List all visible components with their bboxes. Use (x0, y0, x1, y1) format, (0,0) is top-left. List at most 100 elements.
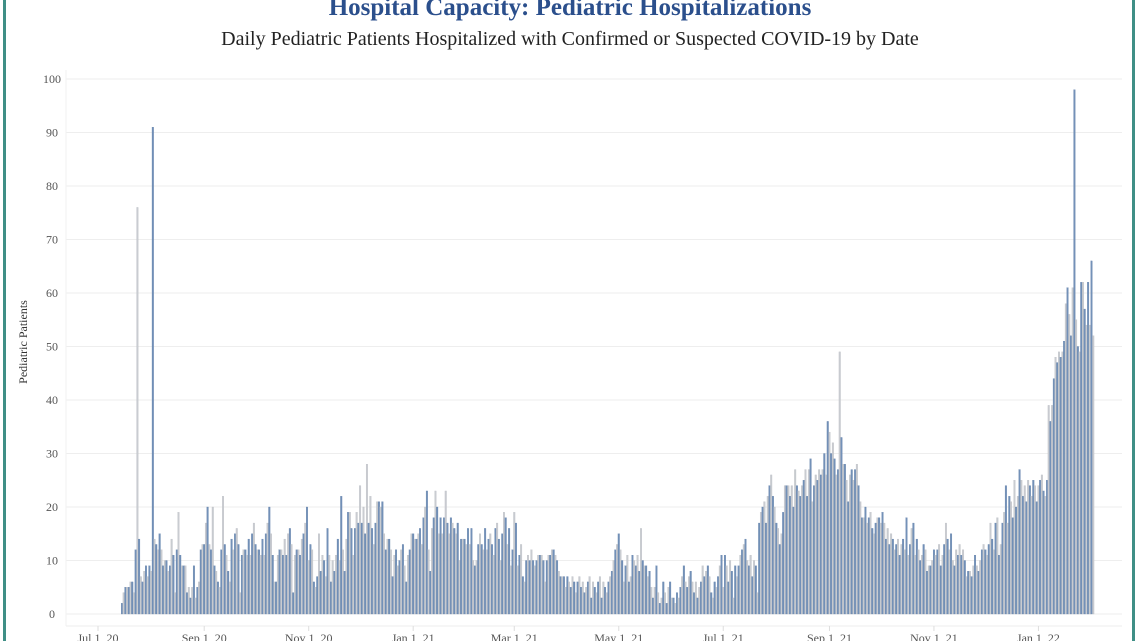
bar (766, 496, 769, 615)
bar (746, 560, 749, 615)
bar (891, 538, 894, 615)
bar (876, 517, 879, 615)
bar (391, 576, 394, 615)
bar (492, 555, 495, 615)
bar (855, 464, 858, 615)
bar (186, 592, 189, 615)
bar (138, 538, 141, 615)
bar (648, 571, 651, 615)
bar (131, 581, 134, 615)
bar (1070, 335, 1072, 615)
bar (682, 565, 685, 615)
bar (340, 496, 343, 615)
bar (881, 512, 884, 615)
bar (970, 576, 973, 615)
bar (1030, 496, 1033, 615)
bar (919, 560, 922, 615)
bar (862, 517, 865, 615)
bar (823, 453, 826, 615)
bar (747, 565, 750, 615)
bar (453, 528, 456, 615)
bar (424, 506, 427, 615)
bar (369, 496, 372, 615)
bar (607, 581, 610, 615)
bar (503, 512, 505, 615)
bar (578, 576, 581, 615)
bar (843, 464, 846, 615)
bar (148, 565, 151, 615)
bar (175, 549, 178, 615)
bar (446, 522, 449, 615)
bar (527, 555, 529, 615)
bar (365, 464, 368, 615)
bar (124, 587, 127, 615)
y-tick-label: 60 (46, 286, 58, 300)
y-tick-label: 70 (46, 233, 58, 247)
bar (180, 565, 183, 615)
bar (754, 565, 757, 615)
bar (956, 555, 959, 615)
bar (479, 533, 481, 615)
bar (461, 538, 464, 615)
bar (436, 506, 439, 615)
bar (179, 555, 182, 615)
bar (950, 533, 953, 615)
bar (804, 469, 807, 615)
bar (790, 485, 793, 615)
bar (660, 597, 663, 615)
bar (374, 522, 377, 615)
bar (549, 555, 552, 615)
bar (362, 506, 365, 615)
bar (742, 544, 745, 615)
bar (634, 565, 637, 615)
bar (809, 458, 812, 615)
bar (170, 538, 173, 615)
bar (143, 571, 146, 615)
bar (794, 469, 797, 615)
bar (965, 576, 968, 615)
bar (280, 549, 283, 615)
bar (323, 560, 326, 615)
bar (521, 576, 524, 615)
bar (515, 522, 517, 615)
bar (189, 597, 192, 615)
bar (831, 442, 834, 615)
bar (191, 587, 194, 615)
bar (133, 592, 135, 615)
bar (948, 549, 951, 615)
bar (676, 592, 678, 615)
bar (386, 538, 389, 615)
bar (670, 597, 673, 615)
x-tick-label: Jan 1, 21 (392, 631, 435, 641)
bar (739, 555, 742, 615)
bar (252, 522, 255, 615)
bar (460, 538, 463, 615)
bar (419, 528, 421, 615)
bar (376, 501, 379, 615)
bar (535, 560, 538, 615)
bar (304, 522, 307, 615)
bar (261, 538, 264, 615)
bar (732, 597, 735, 615)
bar (792, 506, 795, 615)
x-tick-label: Jul 1, 20 (77, 631, 118, 641)
bar (1011, 517, 1014, 615)
bar (730, 571, 733, 615)
bar (939, 565, 942, 615)
bar (220, 549, 223, 615)
bar (544, 581, 547, 615)
bar (1092, 335, 1095, 615)
bar (384, 549, 387, 615)
bar (157, 549, 159, 615)
bar (410, 533, 413, 615)
bar (470, 528, 473, 615)
bar (657, 592, 660, 615)
bar (333, 571, 336, 615)
bar (307, 560, 310, 615)
bar (958, 544, 961, 615)
bar (943, 544, 946, 615)
bar (540, 555, 543, 615)
bar (533, 565, 536, 615)
bar (1063, 340, 1066, 615)
bar (612, 560, 615, 615)
